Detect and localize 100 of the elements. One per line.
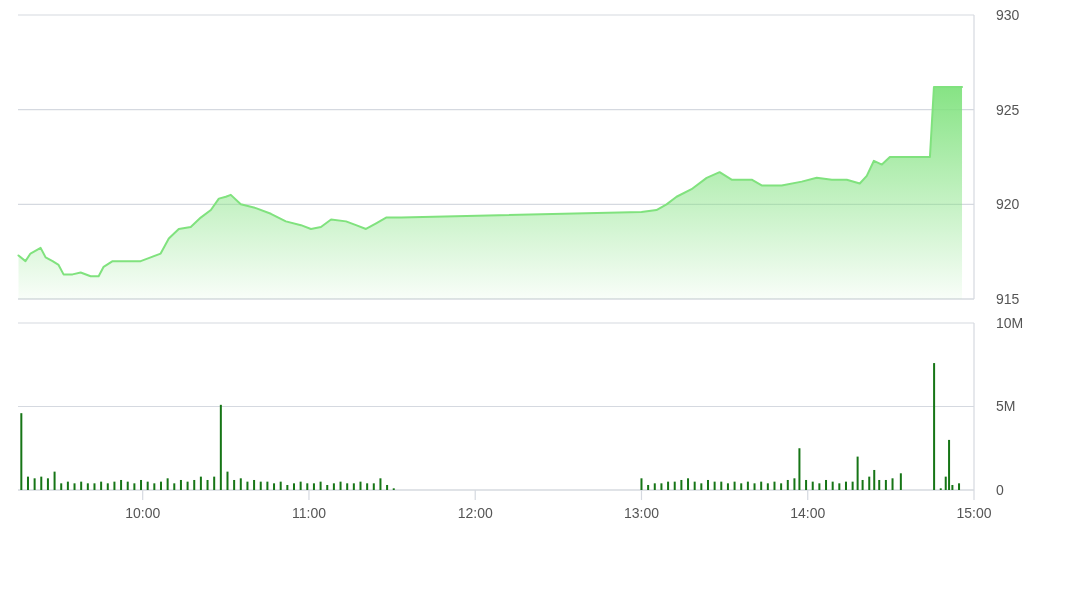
- bar: [33, 478, 36, 490]
- bar: [233, 479, 236, 490]
- bar: [766, 483, 769, 490]
- bar: [326, 484, 329, 490]
- bar: [219, 404, 222, 490]
- bar: [884, 479, 887, 490]
- bar: [239, 478, 242, 490]
- y-tick-label: 0: [996, 481, 1004, 498]
- bar: [878, 479, 881, 490]
- y-tick-label: 920: [996, 196, 1020, 213]
- bar: [100, 481, 103, 490]
- bar: [146, 481, 149, 490]
- bar: [838, 483, 841, 490]
- y-tick-label: 915: [996, 290, 1020, 307]
- bar: [206, 479, 209, 490]
- bar: [179, 479, 182, 490]
- bar: [120, 479, 123, 490]
- bar: [159, 481, 162, 490]
- bar: [173, 483, 176, 490]
- bar: [199, 476, 202, 490]
- bar: [186, 481, 189, 490]
- bar: [891, 478, 894, 490]
- bar: [46, 478, 49, 490]
- bar: [379, 478, 382, 490]
- bar: [153, 483, 156, 490]
- bar: [673, 481, 676, 490]
- bar: [113, 481, 116, 490]
- bar: [726, 483, 729, 490]
- bar: [386, 484, 389, 490]
- bar: [66, 481, 69, 490]
- bar: [80, 481, 83, 490]
- y-tick-label: 930: [996, 6, 1020, 23]
- bar: [332, 483, 335, 490]
- bar: [740, 483, 743, 490]
- bar: [825, 479, 828, 490]
- bar: [366, 483, 369, 490]
- bar: [647, 484, 650, 490]
- bar: [346, 483, 349, 490]
- bar: [20, 413, 23, 490]
- bar: [133, 483, 136, 490]
- bar: [713, 481, 716, 490]
- bar: [687, 478, 690, 490]
- bar: [786, 479, 789, 490]
- bar: [653, 483, 656, 490]
- bar: [86, 483, 89, 490]
- bar: [640, 478, 643, 490]
- y-tick-label: 10M: [996, 314, 1024, 331]
- bar: [793, 478, 796, 490]
- bar: [844, 481, 847, 490]
- bar: [933, 363, 936, 490]
- bar: [306, 483, 309, 490]
- bar: [851, 481, 854, 490]
- bar: [660, 483, 663, 490]
- bar: [339, 481, 342, 490]
- bar: [273, 483, 276, 490]
- bar: [798, 448, 801, 490]
- bar: [73, 483, 76, 490]
- bar: [948, 439, 951, 490]
- bar: [166, 478, 169, 490]
- bar: [292, 483, 295, 490]
- bar: [760, 481, 763, 490]
- x-tick-label: 10:00: [125, 505, 161, 521]
- bar: [279, 481, 282, 490]
- bar: [286, 484, 289, 490]
- x-tick-label: 11:00: [291, 505, 327, 521]
- bar: [873, 469, 876, 490]
- bar: [372, 483, 375, 490]
- bar: [733, 481, 736, 490]
- x-tick-label: 14:00: [790, 505, 826, 521]
- x-tick-label: 13:00: [623, 505, 660, 521]
- x-tick-label: 15:00: [956, 505, 992, 521]
- bar: [958, 483, 961, 490]
- bar: [26, 476, 29, 490]
- bar: [299, 481, 302, 490]
- bar: [259, 481, 262, 490]
- bar: [60, 483, 63, 490]
- bar: [868, 476, 871, 490]
- bar: [253, 479, 256, 490]
- bar: [861, 479, 864, 490]
- bar: [319, 481, 322, 490]
- bar: [246, 481, 249, 490]
- bar: [359, 481, 362, 490]
- bar: [352, 483, 355, 490]
- bar: [266, 481, 269, 490]
- bar: [53, 471, 56, 490]
- bar: [746, 481, 749, 490]
- bar: [667, 481, 670, 490]
- bar: [706, 479, 709, 490]
- bar: [720, 481, 723, 490]
- bar: [811, 481, 814, 490]
- bar: [899, 473, 902, 490]
- bar: [780, 483, 783, 490]
- bar: [93, 483, 96, 490]
- bar: [680, 479, 683, 490]
- bar: [773, 481, 776, 490]
- bar: [753, 483, 756, 490]
- bar: [856, 456, 859, 490]
- bar: [831, 481, 834, 490]
- bar: [140, 479, 143, 490]
- bar: [805, 479, 808, 490]
